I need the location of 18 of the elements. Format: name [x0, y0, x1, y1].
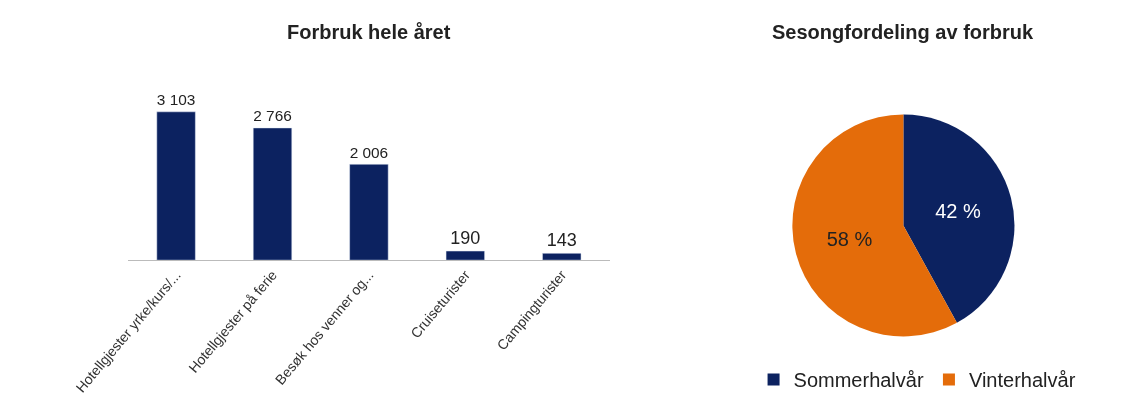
chart-title: Forbruk hele året: [287, 21, 451, 43]
bar: [349, 163, 389, 261]
legend-label: Vinterhalvår: [968, 369, 1076, 392]
data-label: 2 006: [349, 143, 389, 161]
bar: [445, 250, 485, 261]
bar: [252, 127, 293, 261]
data-label: 58 %: [826, 228, 873, 251]
chart-title: Sesongfordeling av forbruk: [772, 21, 1035, 43]
legend-label: Sommerhalvår: [793, 369, 924, 392]
pie-slice: [792, 114, 957, 337]
bar: [542, 253, 582, 261]
data-label: 3 103: [156, 91, 196, 109]
data-label: 42 %: [935, 200, 981, 223]
data-label: 143: [546, 230, 577, 251]
data-label: 190: [450, 228, 481, 249]
pie-slice: [903, 114, 1015, 323]
data-label: 2 766: [253, 107, 292, 125]
bar: [156, 111, 196, 261]
